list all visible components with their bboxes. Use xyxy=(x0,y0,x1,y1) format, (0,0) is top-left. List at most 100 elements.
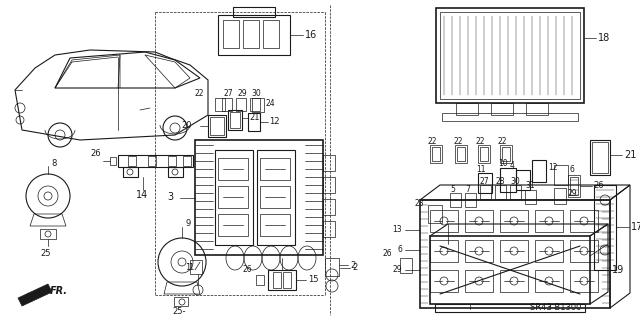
Text: 11: 11 xyxy=(476,165,486,174)
Text: 18: 18 xyxy=(598,33,611,43)
Text: 1: 1 xyxy=(188,263,193,272)
Bar xyxy=(554,165,568,185)
Bar xyxy=(210,117,224,135)
Bar xyxy=(478,145,490,163)
Bar xyxy=(535,210,563,232)
Bar xyxy=(455,145,467,163)
Bar xyxy=(263,20,279,48)
Bar xyxy=(128,156,136,166)
Bar xyxy=(570,270,598,292)
Text: 2: 2 xyxy=(352,263,357,272)
Bar xyxy=(195,140,323,255)
Bar xyxy=(257,150,295,245)
Bar xyxy=(110,157,116,165)
Text: 22: 22 xyxy=(195,88,204,98)
Bar xyxy=(594,185,616,270)
Bar xyxy=(228,110,242,130)
Bar xyxy=(256,275,264,285)
Bar xyxy=(236,98,246,111)
Text: 26: 26 xyxy=(90,149,100,158)
Bar xyxy=(252,98,264,112)
Text: 6: 6 xyxy=(570,166,575,174)
Text: SR43 B1300: SR43 B1300 xyxy=(530,303,581,313)
Bar xyxy=(480,147,488,161)
Bar xyxy=(223,20,239,48)
Bar xyxy=(323,155,335,171)
Bar xyxy=(40,229,56,239)
Text: 27: 27 xyxy=(480,176,490,186)
Bar xyxy=(428,205,442,223)
Text: 27: 27 xyxy=(223,88,232,98)
Text: 30: 30 xyxy=(251,88,260,98)
Bar xyxy=(430,240,458,262)
Bar xyxy=(457,147,465,161)
Text: 17: 17 xyxy=(631,222,640,232)
Text: 25-: 25- xyxy=(172,308,186,316)
Bar xyxy=(400,258,412,273)
Bar xyxy=(325,258,339,276)
Bar xyxy=(442,113,578,121)
Bar xyxy=(218,15,290,55)
Bar xyxy=(430,145,442,163)
Polygon shape xyxy=(18,284,52,306)
Text: 20: 20 xyxy=(182,122,192,130)
Bar xyxy=(218,158,248,180)
Text: 28: 28 xyxy=(495,176,504,186)
Text: 29: 29 xyxy=(568,189,578,198)
Bar xyxy=(118,155,193,167)
Bar xyxy=(268,270,296,290)
Bar xyxy=(535,270,563,292)
Bar xyxy=(243,20,259,48)
Bar xyxy=(260,214,290,236)
Bar xyxy=(123,167,138,177)
Bar xyxy=(500,168,516,192)
Text: 1: 1 xyxy=(185,263,190,271)
Text: 29: 29 xyxy=(237,88,246,98)
Text: 12: 12 xyxy=(269,117,280,127)
Bar xyxy=(168,167,183,177)
Bar xyxy=(532,160,546,182)
Text: 4: 4 xyxy=(509,161,514,170)
Text: 22: 22 xyxy=(453,137,463,145)
Text: 6: 6 xyxy=(397,246,402,255)
Bar xyxy=(502,147,510,161)
Bar xyxy=(570,240,598,262)
Text: 21: 21 xyxy=(249,114,259,122)
Text: 26: 26 xyxy=(593,182,604,190)
Bar xyxy=(525,190,536,204)
Text: 3: 3 xyxy=(167,192,173,203)
Bar xyxy=(435,304,585,312)
Bar xyxy=(491,103,513,115)
Bar xyxy=(273,272,281,288)
Bar xyxy=(222,98,232,111)
Bar xyxy=(174,297,188,306)
Text: 21: 21 xyxy=(624,150,636,160)
Bar xyxy=(283,272,291,288)
Bar xyxy=(190,260,202,274)
Text: 8: 8 xyxy=(51,160,56,168)
Text: 22: 22 xyxy=(476,137,486,145)
Text: 30: 30 xyxy=(510,176,520,186)
Bar xyxy=(500,210,528,232)
Text: 24: 24 xyxy=(265,99,275,108)
Bar xyxy=(148,156,156,166)
Bar xyxy=(250,98,260,111)
Bar xyxy=(526,103,548,115)
Bar xyxy=(168,156,176,166)
Bar xyxy=(570,177,578,195)
Bar xyxy=(215,150,253,245)
Bar xyxy=(432,147,440,161)
Bar xyxy=(248,113,260,131)
Bar xyxy=(465,270,493,292)
Bar xyxy=(230,112,240,128)
Text: 15: 15 xyxy=(308,276,319,285)
Bar xyxy=(215,98,225,111)
Bar xyxy=(456,103,478,115)
Text: 13: 13 xyxy=(392,226,402,234)
Bar xyxy=(436,8,584,103)
Bar xyxy=(260,158,290,180)
Text: 12: 12 xyxy=(548,164,557,173)
Bar xyxy=(465,210,493,232)
Bar xyxy=(592,142,608,173)
Bar xyxy=(430,270,458,292)
